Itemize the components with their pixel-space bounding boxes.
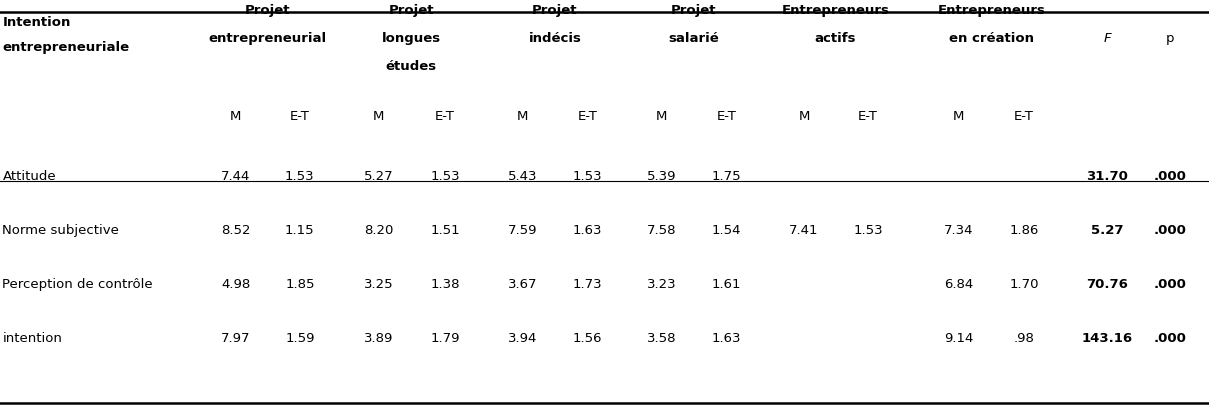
Text: 1.61: 1.61 (712, 278, 741, 291)
Text: 7.59: 7.59 (508, 224, 537, 237)
Text: 1.51: 1.51 (430, 224, 459, 237)
Text: Norme subjective: Norme subjective (2, 224, 120, 237)
Text: .000: .000 (1153, 332, 1187, 345)
Text: E-T: E-T (858, 110, 878, 123)
Text: M: M (953, 110, 965, 123)
Text: Projet: Projet (671, 4, 717, 17)
Text: .000: .000 (1153, 224, 1187, 237)
Text: 8.20: 8.20 (364, 224, 393, 237)
Text: 1.56: 1.56 (573, 332, 602, 345)
Text: 8.52: 8.52 (221, 224, 250, 237)
Text: 5.43: 5.43 (508, 170, 537, 183)
Text: en création: en création (949, 32, 1034, 45)
Text: 1.59: 1.59 (285, 332, 314, 345)
Text: 143.16: 143.16 (1082, 332, 1133, 345)
Text: Perception de contrôle: Perception de contrôle (2, 278, 154, 291)
Text: M: M (516, 110, 528, 123)
Text: .000: .000 (1153, 170, 1187, 183)
Text: 7.44: 7.44 (221, 170, 250, 183)
Text: 1.63: 1.63 (573, 224, 602, 237)
Text: 3.67: 3.67 (508, 278, 537, 291)
Text: 1.53: 1.53 (573, 170, 602, 183)
Text: F: F (1104, 32, 1111, 45)
Text: indécis: indécis (528, 32, 582, 45)
Text: M: M (372, 110, 384, 123)
Text: 1.79: 1.79 (430, 332, 459, 345)
Text: études: études (386, 60, 436, 73)
Text: M: M (655, 110, 667, 123)
Text: 1.85: 1.85 (285, 278, 314, 291)
Text: salarié: salarié (669, 32, 719, 45)
Text: 5.39: 5.39 (647, 170, 676, 183)
Text: 70.76: 70.76 (1087, 278, 1128, 291)
Text: 7.34: 7.34 (944, 224, 973, 237)
Text: 31.70: 31.70 (1087, 170, 1128, 183)
Text: 1.15: 1.15 (285, 224, 314, 237)
Text: Projet: Projet (532, 4, 578, 17)
Text: 5.27: 5.27 (364, 170, 393, 183)
Text: M: M (798, 110, 810, 123)
Text: 3.94: 3.94 (508, 332, 537, 345)
Text: 1.53: 1.53 (285, 170, 314, 183)
Text: 7.41: 7.41 (789, 224, 818, 237)
Text: Entrepreneurs: Entrepreneurs (781, 4, 890, 17)
Text: longues: longues (382, 32, 440, 45)
Text: 1.73: 1.73 (573, 278, 602, 291)
Text: 7.97: 7.97 (221, 332, 250, 345)
Text: 3.25: 3.25 (364, 278, 393, 291)
Text: 9.14: 9.14 (944, 332, 973, 345)
Text: 1.75: 1.75 (712, 170, 741, 183)
Text: E-T: E-T (578, 110, 597, 123)
Text: 1.63: 1.63 (712, 332, 741, 345)
Text: 5.27: 5.27 (1092, 224, 1123, 237)
Text: 1.53: 1.53 (430, 170, 459, 183)
Text: .98: .98 (1013, 332, 1035, 345)
Text: Projet: Projet (388, 4, 434, 17)
Text: Projet: Projet (244, 4, 290, 17)
Text: 3.23: 3.23 (647, 278, 676, 291)
Text: 1.38: 1.38 (430, 278, 459, 291)
Text: 1.53: 1.53 (854, 224, 883, 237)
Text: Entrepreneurs: Entrepreneurs (937, 4, 1046, 17)
Text: E-T: E-T (717, 110, 736, 123)
Text: .000: .000 (1153, 278, 1187, 291)
Text: E-T: E-T (1014, 110, 1034, 123)
Text: entrepreneuriale: entrepreneuriale (2, 41, 129, 54)
Text: 3.58: 3.58 (647, 332, 676, 345)
Text: 3.89: 3.89 (364, 332, 393, 345)
Text: 4.98: 4.98 (221, 278, 250, 291)
Text: E-T: E-T (290, 110, 310, 123)
Text: M: M (230, 110, 242, 123)
Text: 7.58: 7.58 (647, 224, 676, 237)
Text: E-T: E-T (435, 110, 455, 123)
Text: 1.70: 1.70 (1010, 278, 1039, 291)
Text: p: p (1165, 32, 1175, 45)
Text: 1.86: 1.86 (1010, 224, 1039, 237)
Text: Intention: Intention (2, 16, 71, 29)
Text: entrepreneurial: entrepreneurial (208, 32, 326, 45)
Text: Attitude: Attitude (2, 170, 56, 183)
Text: 1.54: 1.54 (712, 224, 741, 237)
Text: actifs: actifs (815, 32, 856, 45)
Text: intention: intention (2, 332, 63, 345)
Text: 6.84: 6.84 (944, 278, 973, 291)
